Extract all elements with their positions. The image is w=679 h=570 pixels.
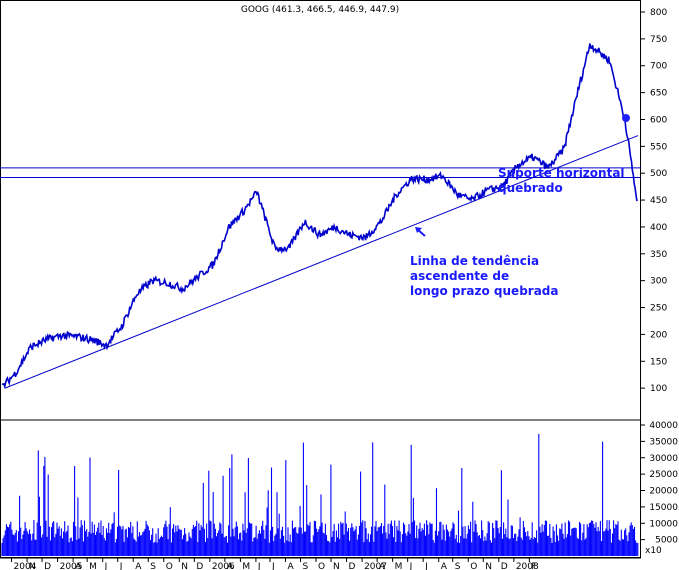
volume-tick-label: 20000 — [649, 487, 678, 497]
date-tick-label: A — [287, 562, 294, 570]
date-tick-label: J — [271, 562, 275, 570]
price-tick-label: 700 — [650, 62, 667, 72]
plot-frame — [0, 0, 641, 558]
date-tick-label: D — [44, 562, 51, 570]
date-tick-label: J — [104, 562, 108, 570]
annotation-text: ascendente de — [410, 269, 509, 283]
date-tick-label: F — [531, 562, 536, 570]
date-tick-label: J — [257, 562, 261, 570]
price-tick-label: 150 — [650, 357, 667, 367]
annotation-text: Suporte horizontal — [498, 166, 625, 180]
date-tick-label: N — [29, 562, 36, 570]
date-tick-label: A — [441, 562, 448, 570]
date-tick-label: O — [318, 562, 325, 570]
date-tick-label: 2006 — [212, 562, 235, 570]
price-tick-label: 400 — [650, 223, 667, 233]
date-tick-label: D — [349, 562, 356, 570]
volume-tick-label: 35000 — [649, 437, 678, 447]
date-tick-label: O — [470, 562, 477, 570]
date-tick-label: S — [302, 562, 308, 570]
date-tick-label: A — [135, 562, 142, 570]
volume-tick-label: 30000 — [649, 454, 678, 464]
date-tick-label: J — [119, 562, 123, 570]
price-tick-label: 800 — [650, 8, 667, 18]
reference-lines — [0, 135, 641, 389]
date-tick-label: M — [89, 562, 97, 570]
date-tick-label: S — [455, 562, 461, 570]
price-tick-label: 450 — [650, 196, 667, 206]
date-tick-label: N — [181, 562, 188, 570]
price-axis: 100 150 200 250 300 350 400 450 500 550 600 650 700 7… — [641, 8, 667, 394]
price-tick-label: 300 — [650, 277, 667, 287]
trend-line — [4, 135, 639, 389]
price-line — [1, 43, 638, 390]
date-tick-label: D — [501, 562, 508, 570]
date-tick-label: J — [409, 562, 413, 570]
date-tick-label: S — [150, 562, 156, 570]
date-tick-label: N — [485, 562, 492, 570]
date-tick-label: A — [75, 562, 82, 570]
price-tick-label: 200 — [650, 330, 667, 340]
volume-bars — [1, 433, 639, 556]
volume-tick-label: 5000 — [655, 536, 678, 546]
volume-tick-label: 15000 — [649, 503, 678, 513]
date-tick-label: 2004 — [14, 562, 37, 570]
price-tick-label: 100 — [650, 384, 667, 394]
date-tick-label: 2005 — [60, 562, 83, 570]
price-tick-label: 350 — [650, 250, 667, 260]
volume-multiplier-label: x10 — [645, 546, 662, 556]
break-marker — [622, 114, 630, 122]
price-tick-label: 250 — [650, 304, 667, 314]
date-tick-label: 2007 — [364, 562, 387, 570]
price-tick-label: 500 — [650, 169, 667, 179]
date-tick-label: O — [166, 562, 173, 570]
volume-axis: 5000 10000 15000 20000 25000 30000 35000 40000 x… — [641, 421, 678, 556]
price-tick-label: 550 — [650, 142, 667, 152]
price-tick-label: 750 — [650, 35, 667, 45]
date-tick-label: N — [333, 562, 340, 570]
date-tick-label: 2008 — [516, 562, 539, 570]
date-tick-label: M — [395, 562, 403, 570]
date-tick-label: J — [424, 562, 428, 570]
volume-tick-label: 25000 — [649, 470, 678, 480]
price-series — [1, 43, 638, 390]
date-tick-label: M — [242, 562, 250, 570]
date-tick-label: D — [196, 562, 203, 570]
date-tick-label: A — [227, 562, 234, 570]
volume-tick-label: 10000 — [649, 519, 678, 529]
annotation-text: longo prazo quebrada — [410, 284, 559, 298]
price-tick-label: 600 — [650, 115, 667, 125]
price-tick-label: 650 — [650, 89, 667, 99]
annotation-text: Linha de tendência — [410, 254, 539, 268]
date-tick-label: A — [379, 562, 386, 570]
annotation-arrow — [415, 227, 426, 237]
volume-tick-label: 40000 — [649, 421, 678, 431]
annotation-text: quebrado — [498, 181, 563, 195]
chart-title: GOOG (461.3, 466.5, 446.9, 447.9) — [241, 5, 399, 15]
